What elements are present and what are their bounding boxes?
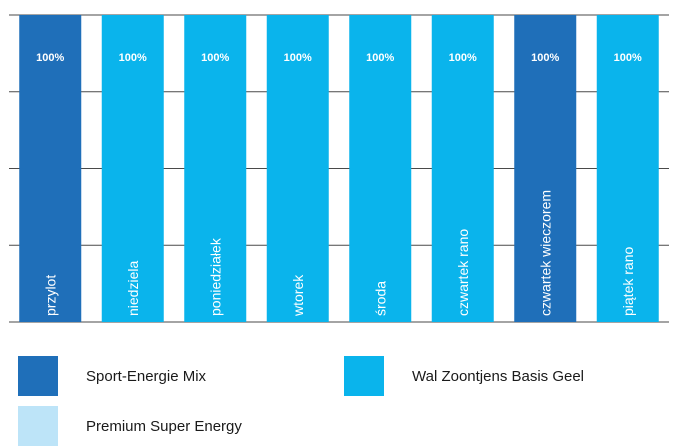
category-label: środa: [372, 281, 388, 316]
legend-item-sport-energie-mix: Sport-Energie Mix: [18, 356, 206, 396]
category-label: poniedziałek: [207, 237, 223, 316]
data-label: 100%: [449, 52, 477, 64]
bar-segment: [101, 15, 164, 322]
data-label: 100%: [614, 52, 642, 64]
category-label: czwartek wieczorem: [537, 190, 553, 316]
category-label: przylot: [42, 275, 58, 316]
bar-segment: [184, 15, 247, 322]
legend-swatch: [18, 356, 58, 396]
legend-label: Sport-Energie Mix: [86, 367, 207, 385]
bar-segment: [266, 15, 329, 322]
data-label: 100%: [531, 52, 559, 64]
legend-label: Premium Super Energy: [86, 417, 242, 435]
legend-swatch: [344, 356, 384, 396]
category-label: wtorek: [290, 274, 306, 317]
bars: 100% przylot 100% niedziela 100% poniedziałek…: [19, 15, 659, 322]
bar-segment: [514, 15, 577, 322]
legend-item-wal-zoontjens-basis-geel: Wal Zoontjens Basis Geel: [344, 356, 584, 396]
data-label: 100%: [366, 52, 394, 64]
bar-segment: [349, 15, 412, 322]
data-label: 100%: [119, 52, 147, 64]
bar-segment: [19, 15, 82, 322]
category-label: czwartek rano: [455, 229, 471, 316]
legend-swatch: [18, 406, 58, 446]
legend-label: Wal Zoontjens Basis Geel: [412, 367, 585, 385]
data-label: 100%: [36, 52, 64, 64]
bar-segment: [431, 15, 494, 322]
legend-item-premium-super-energy: Premium Super Energy: [18, 406, 242, 446]
data-label: 100%: [284, 52, 312, 64]
category-label: niedziela: [125, 261, 141, 316]
data-label: 100%: [201, 52, 229, 64]
bar-segment: [596, 15, 659, 322]
category-label: piątek rano: [620, 247, 636, 316]
